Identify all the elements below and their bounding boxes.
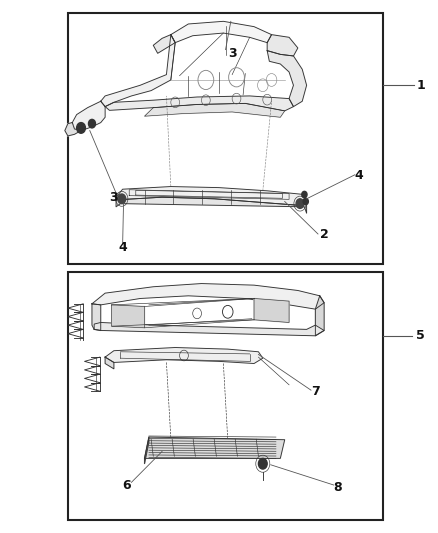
Text: 7: 7 xyxy=(311,385,320,398)
Circle shape xyxy=(118,194,126,204)
Polygon shape xyxy=(254,298,289,322)
Circle shape xyxy=(77,123,85,133)
Circle shape xyxy=(296,199,304,208)
Text: 4: 4 xyxy=(355,169,364,182)
Polygon shape xyxy=(315,296,324,336)
Polygon shape xyxy=(267,51,307,107)
Text: 4: 4 xyxy=(118,241,127,254)
Polygon shape xyxy=(65,123,81,136)
Polygon shape xyxy=(94,322,324,336)
Polygon shape xyxy=(105,357,114,369)
Text: 1: 1 xyxy=(416,79,425,92)
Polygon shape xyxy=(116,197,307,213)
Polygon shape xyxy=(105,96,293,111)
Polygon shape xyxy=(267,35,298,56)
Polygon shape xyxy=(171,21,272,43)
Text: 3: 3 xyxy=(110,191,118,204)
Circle shape xyxy=(88,119,95,128)
Polygon shape xyxy=(101,35,175,107)
Polygon shape xyxy=(112,305,145,328)
Text: 8: 8 xyxy=(333,481,342,494)
Polygon shape xyxy=(145,437,285,458)
Bar xyxy=(68,272,383,520)
Circle shape xyxy=(302,191,307,198)
Polygon shape xyxy=(145,437,149,464)
Circle shape xyxy=(303,198,308,205)
Text: 6: 6 xyxy=(123,479,131,491)
Polygon shape xyxy=(105,348,263,364)
Polygon shape xyxy=(92,284,324,309)
Polygon shape xyxy=(72,101,105,131)
Bar xyxy=(68,13,383,264)
Text: 5: 5 xyxy=(416,329,425,342)
Circle shape xyxy=(258,458,267,469)
Polygon shape xyxy=(153,35,175,53)
Text: 2: 2 xyxy=(320,228,328,241)
Polygon shape xyxy=(116,187,307,205)
Polygon shape xyxy=(92,304,101,330)
Polygon shape xyxy=(145,103,285,117)
Text: 3: 3 xyxy=(228,47,237,60)
